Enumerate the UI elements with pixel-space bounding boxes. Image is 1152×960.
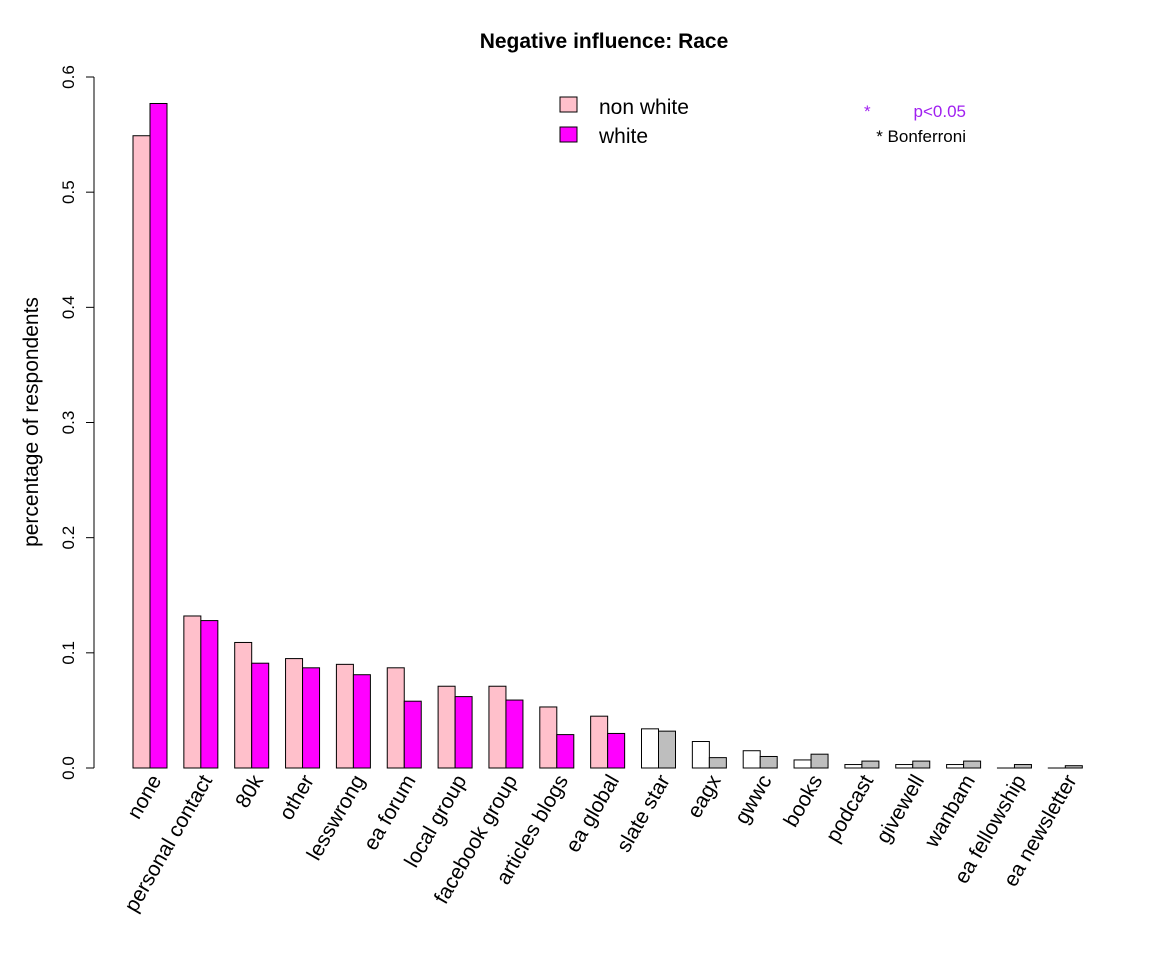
significance-marker: * [864, 102, 871, 121]
bar-white-personal-contact [200, 620, 219, 769]
x-tick-label: eagx [683, 771, 726, 822]
y-tick-label: 0.5 [59, 180, 78, 204]
bar-white-80k [251, 662, 270, 769]
bar-non-white-none [132, 135, 151, 769]
x-tick-label: podcast [822, 771, 879, 846]
y-tick-label: 0.3 [59, 411, 78, 435]
bar-non-white-ea-forum [386, 667, 405, 769]
bar-non-white-facebook-group [488, 685, 507, 769]
y-tick-label: 0.2 [59, 526, 78, 550]
bar-non-white-80k [234, 641, 253, 769]
bar-white-ea-newsletter [1064, 765, 1083, 769]
bar-non-white-local-group [437, 685, 456, 769]
x-tick-label: givewell [872, 771, 929, 847]
chart-title: Negative influence: Race [480, 30, 729, 53]
legend: non white white [559, 96, 689, 148]
legend-swatch-white [559, 126, 578, 143]
bar-non-white-other [285, 658, 304, 769]
bar-white-ea-forum [403, 700, 422, 769]
significance-legend: * p<0.05 * Bonferroni [864, 102, 966, 146]
bar-white-facebook-group [505, 699, 524, 769]
bars [132, 102, 1083, 769]
x-tick-label: other [275, 771, 319, 824]
bar-non-white-articles-blogs [539, 706, 558, 769]
y-tick-label: 0.0 [59, 756, 78, 780]
bar-non-white-books [793, 759, 812, 769]
bar-non-white-lesswrong [335, 663, 354, 769]
y-tick-label: 0.4 [59, 296, 78, 320]
bar-non-white-slate-star [641, 728, 659, 769]
bar-non-white-givewell [895, 764, 914, 769]
bar-white-podcast [861, 760, 880, 769]
y-tick-label: 0.6 [59, 65, 78, 89]
bar-white-eagx [708, 757, 727, 769]
bar-white-ea-fellowship [1013, 764, 1032, 769]
bar-white-books [810, 753, 829, 769]
bar-white-wanbam [963, 760, 982, 769]
bar-non-white-gwwc [742, 750, 761, 769]
bar-non-white-ea-global [590, 715, 609, 769]
bar-non-white-eagx [691, 741, 710, 769]
bar-white-givewell [912, 760, 931, 769]
bar-white-lesswrong [352, 674, 371, 769]
significance-p-label: p<0.05 [914, 102, 966, 121]
bar-non-white-personal-contact [183, 615, 202, 769]
bar-white-gwwc [759, 755, 778, 769]
y-axis-label: percentage of respondents [20, 297, 43, 547]
y-axis: 0.0 0.1 0.2 0.3 0.4 0.5 0.6 [59, 65, 95, 780]
bar-white-local-group [454, 696, 473, 769]
bar-non-white-wanbam [946, 764, 965, 769]
x-tick-label: books [779, 771, 827, 831]
bar-non-white-podcast [844, 764, 863, 769]
legend-label-non-white: non white [599, 96, 689, 119]
legend-swatch-non-white [559, 96, 578, 113]
x-tick-label: gwwc [730, 771, 776, 828]
bar-white-none [149, 102, 168, 769]
x-tick-label: 80k [231, 771, 268, 812]
bar-white-slate-star [658, 730, 676, 769]
bar-white-other [302, 667, 321, 769]
legend-label-white: white [598, 125, 648, 148]
y-tick-label: 0.1 [59, 641, 78, 665]
bar-white-articles-blogs [556, 734, 575, 769]
x-tick-label: none [123, 771, 166, 823]
bar-white-ea-global [607, 732, 626, 769]
bonferroni-label: * Bonferroni [876, 127, 966, 146]
